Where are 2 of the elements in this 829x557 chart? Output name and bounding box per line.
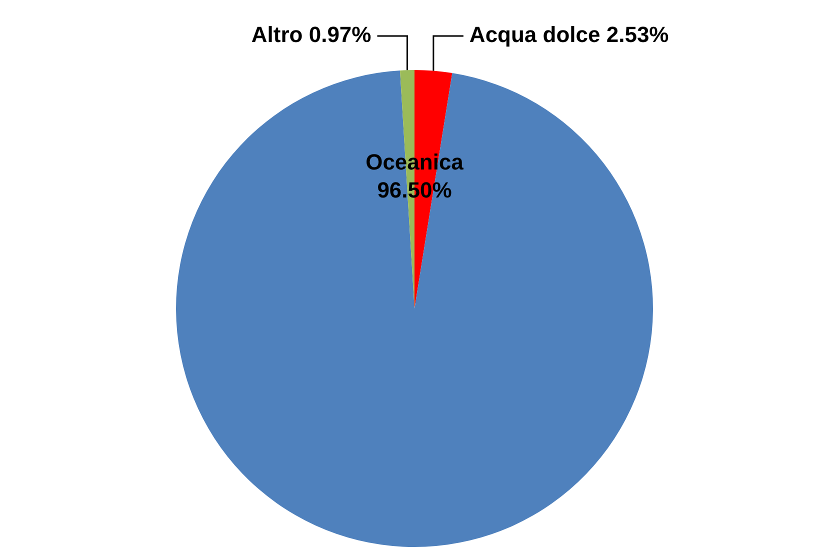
slice-label: Acqua dolce 2.53% xyxy=(469,22,669,48)
slice-label: Altro 0.97% xyxy=(251,22,372,48)
